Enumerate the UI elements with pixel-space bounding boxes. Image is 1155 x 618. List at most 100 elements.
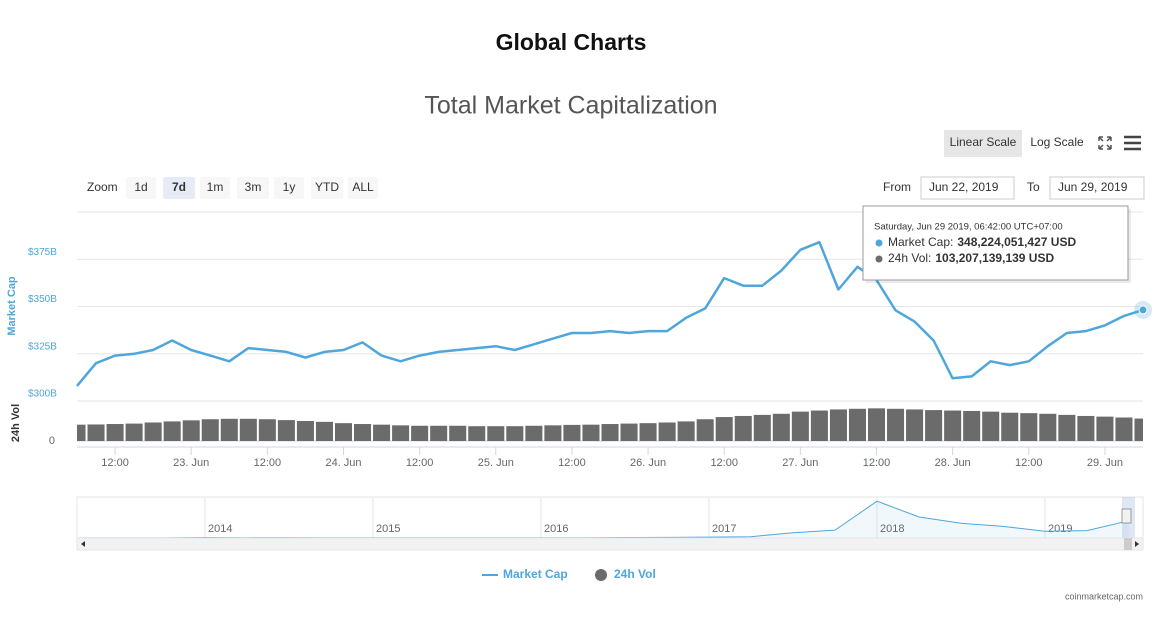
tooltip-date: Saturday, Jun 29 2019, 06:42:00 UTC+07:0… (874, 222, 1063, 233)
volume-bar (1096, 416, 1114, 441)
volume-bar (373, 424, 391, 441)
volume-bar (144, 422, 162, 441)
volume-bar (791, 411, 809, 441)
x-tick-label: 28. Jun (935, 457, 971, 469)
market-cap-line (76, 240, 1144, 387)
scale-button-bg (944, 130, 1022, 157)
zoom-button[interactable]: 1y (283, 180, 296, 194)
volume-bar (620, 423, 638, 441)
zoom-button-bg (348, 177, 378, 199)
legend-label[interactable]: 24h Vol (614, 567, 656, 581)
navigator-handle[interactable] (1121, 508, 1132, 524)
zoom-button[interactable]: ALL (352, 180, 374, 194)
volume-bar (315, 421, 333, 441)
volume-bar (449, 425, 467, 441)
scale-button[interactable]: Log Scale (1030, 135, 1084, 149)
zoom-button[interactable]: 1m (207, 180, 224, 194)
volume-bar (696, 419, 714, 441)
fullscreen-icon[interactable] (1098, 136, 1112, 150)
volume-bar (430, 425, 448, 441)
volume-bar (220, 418, 238, 441)
hover-point (1138, 305, 1148, 315)
x-tick-label: 26. Jun (630, 457, 666, 469)
scale-button[interactable]: Linear Scale (950, 135, 1017, 149)
volume-bar (1077, 415, 1095, 441)
navigator-area (79, 501, 1129, 538)
navigator-label: 2019 (1048, 523, 1072, 535)
volume-bar (772, 413, 790, 441)
x-tick-label: 25. Jun (478, 457, 514, 469)
navigator-label: 2018 (880, 523, 904, 535)
volume-bar (106, 424, 124, 441)
zoom-button-bg (311, 177, 343, 199)
legend-label[interactable]: Market Cap (503, 567, 568, 581)
volume-bar (334, 423, 353, 441)
x-tick-label: 12:00 (1015, 457, 1043, 469)
y2-axis-title: 24h Vol (10, 404, 22, 442)
scrollbar-thumb[interactable] (1124, 538, 1132, 550)
scrollbar[interactable] (76, 537, 1144, 551)
tooltip-value: 103,207,139,139 USD (935, 251, 1054, 265)
volume-bar (887, 408, 905, 441)
volume-bar (925, 410, 943, 441)
scroll-left[interactable] (81, 541, 85, 547)
y-tick-label: $325B (28, 341, 57, 352)
volume-bar (963, 410, 981, 441)
volume-bar (639, 423, 657, 441)
navigator-label: 2014 (208, 523, 232, 535)
menu-icon[interactable] (1124, 135, 1141, 151)
volume-bar (1115, 417, 1133, 441)
volume-bar (163, 421, 181, 441)
volume-bar (658, 422, 676, 441)
chart-title: Total Market Capitalization (424, 92, 717, 120)
volume-bar (677, 421, 695, 441)
zoom-button-bg (126, 177, 156, 199)
legend: Market Cap 24h Vol (482, 567, 656, 581)
volume-bar (1020, 413, 1038, 441)
volume-bar (829, 409, 847, 441)
volume-bar (201, 419, 219, 441)
zoom-button[interactable]: 7d (172, 180, 186, 194)
from-input[interactable] (920, 176, 1015, 200)
volume-bar (582, 424, 600, 441)
navigator-label: 2016 (544, 523, 568, 535)
volume-bar (848, 408, 866, 441)
volume-bar (277, 420, 295, 441)
to-input[interactable] (1049, 176, 1145, 200)
tooltip-value: 348,224,051,427 USD (957, 235, 1076, 249)
zoom-button-bg (200, 177, 230, 199)
volume-bar (411, 425, 429, 441)
volume-bar (982, 411, 1000, 441)
to-label: To (1027, 180, 1040, 194)
zoom-button[interactable]: YTD (315, 180, 339, 194)
zoom-button[interactable]: 1d (134, 180, 147, 194)
volume-bar (525, 425, 543, 441)
y2-tick-label: 0 (49, 435, 55, 447)
x-tick-label: 12:00 (558, 457, 586, 469)
scroll-right[interactable] (1135, 541, 1139, 547)
volume-bar (296, 420, 314, 441)
volume-bar (258, 419, 276, 441)
volume-bar (544, 425, 562, 441)
to-value: Jun 29, 2019 (1058, 180, 1128, 194)
y-tick-label: $350B (28, 294, 57, 305)
volume-bar (354, 424, 372, 441)
navigator-bg (76, 496, 1144, 539)
from-value: Jun 22, 2019 (929, 180, 999, 194)
zoom-button-bg (237, 177, 269, 199)
navigator-label: 2015 (376, 523, 400, 535)
volume-bar (506, 426, 524, 441)
volume-bar (1001, 412, 1019, 441)
zoom-button-bg (163, 177, 195, 199)
tooltip-label: Market Cap: (888, 235, 953, 249)
zoom-button[interactable]: 3m (245, 180, 262, 194)
volume-bar (944, 410, 962, 441)
volume-bar (906, 409, 924, 441)
volume-bar (1058, 414, 1076, 441)
x-tick-label: 29. Jun (1087, 457, 1123, 469)
volume-bar (125, 423, 143, 441)
volume-bar (487, 426, 505, 441)
zoom-button-bg (274, 177, 304, 199)
volume-bar (239, 418, 257, 441)
